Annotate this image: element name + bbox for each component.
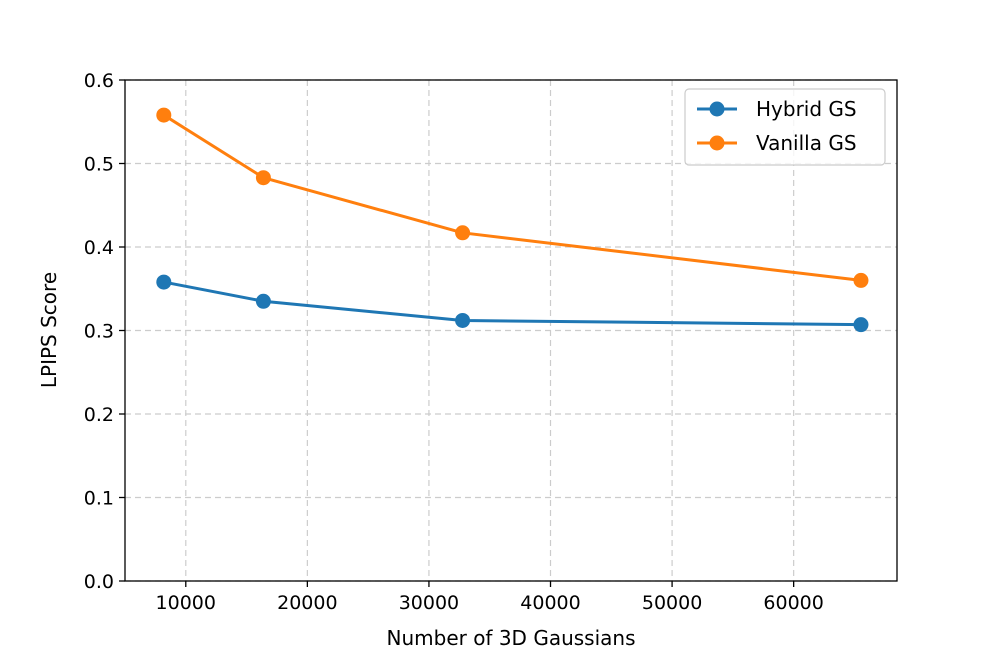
data-point-hybrid-gs — [455, 312, 471, 328]
y-axis-ticks: 0.0 0.1 0.2 0.3 0.4 0.5 0.6 — [84, 70, 125, 593]
y-tick-label: 0.0 — [84, 571, 114, 593]
data-point-vanilla-gs — [455, 225, 471, 241]
x-axis-ticks: 10000 20000 30000 40000 50000 60000 — [156, 581, 824, 614]
data-point-vanilla-gs — [255, 170, 271, 186]
legend-item-hybrid-gs: Hybrid GS — [697, 97, 857, 121]
y-axis-label: LPIPS Score — [37, 272, 61, 388]
legend: Hybrid GS Vanilla GS — [684, 88, 886, 166]
legend-label: Vanilla GS — [756, 131, 857, 155]
legend-marker — [709, 135, 725, 151]
series-line-vanilla-gs — [163, 113, 862, 282]
y-tick-label: 0.3 — [84, 321, 114, 343]
series-vanilla-gs — [156, 107, 869, 288]
y-tick-label: 0.6 — [84, 70, 114, 92]
legend-item-vanilla-gs: Vanilla GS — [697, 131, 857, 155]
y-tick-label: 0.1 — [84, 488, 114, 510]
legend-label: Hybrid GS — [756, 97, 857, 121]
x-axis-label: Number of 3D Gaussians — [387, 626, 636, 650]
legend-marker — [709, 101, 725, 117]
data-point-vanilla-gs — [156, 107, 172, 123]
x-tick-label: 60000 — [763, 592, 823, 614]
series-layer — [156, 107, 869, 333]
y-tick-label: 0.5 — [84, 154, 114, 176]
x-tick-label: 10000 — [156, 592, 216, 614]
data-point-hybrid-gs — [255, 293, 271, 309]
y-tick-label: 0.4 — [84, 237, 114, 259]
x-tick-label: 40000 — [520, 592, 580, 614]
series-line-hybrid-gs — [163, 280, 861, 327]
x-tick-label: 20000 — [277, 592, 337, 614]
y-tick-label: 0.2 — [84, 404, 114, 426]
data-point-hybrid-gs — [853, 317, 869, 333]
x-tick-label: 50000 — [642, 592, 702, 614]
data-point-vanilla-gs — [853, 272, 869, 288]
x-tick-label: 30000 — [399, 592, 459, 614]
data-point-hybrid-gs — [156, 274, 172, 290]
series-hybrid-gs — [156, 274, 869, 333]
